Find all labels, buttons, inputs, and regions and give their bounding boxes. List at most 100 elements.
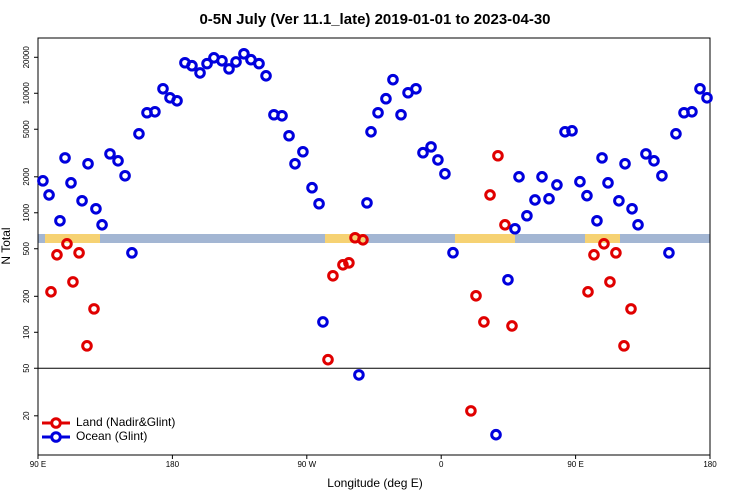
point bbox=[410, 82, 422, 95]
point bbox=[313, 197, 325, 210]
point bbox=[343, 257, 355, 269]
point bbox=[171, 94, 183, 107]
point bbox=[598, 237, 610, 250]
y-tick-label: 10000 bbox=[22, 82, 31, 105]
point bbox=[432, 154, 444, 166]
point bbox=[322, 353, 334, 366]
point bbox=[260, 69, 272, 82]
point bbox=[81, 340, 93, 352]
point bbox=[82, 157, 94, 170]
point bbox=[465, 405, 477, 417]
point bbox=[543, 192, 555, 205]
point bbox=[506, 320, 518, 332]
point bbox=[610, 247, 622, 259]
y-tick-label: 20 bbox=[22, 411, 31, 420]
point bbox=[88, 303, 100, 315]
point bbox=[61, 237, 73, 250]
point bbox=[425, 141, 437, 153]
point bbox=[112, 155, 124, 167]
point bbox=[65, 177, 77, 189]
point bbox=[186, 59, 198, 72]
x-tick-label: 90 E bbox=[30, 460, 46, 469]
x-tick-label: 180 bbox=[166, 460, 180, 469]
point bbox=[51, 248, 63, 261]
point bbox=[365, 125, 377, 138]
point bbox=[67, 276, 79, 288]
x-tick-label: 90 W bbox=[297, 460, 316, 469]
point bbox=[306, 181, 318, 194]
point bbox=[133, 127, 145, 140]
point bbox=[619, 157, 631, 170]
legend-marker bbox=[50, 417, 62, 429]
point bbox=[43, 189, 55, 201]
point bbox=[54, 214, 66, 227]
point bbox=[337, 258, 349, 271]
point bbox=[126, 247, 138, 259]
point bbox=[372, 106, 384, 119]
point bbox=[96, 219, 108, 231]
point bbox=[602, 177, 614, 189]
point bbox=[670, 127, 682, 140]
point bbox=[632, 219, 644, 231]
point bbox=[327, 269, 339, 282]
point bbox=[701, 92, 713, 104]
point bbox=[37, 175, 49, 187]
point bbox=[499, 219, 511, 231]
point bbox=[223, 63, 235, 75]
point bbox=[297, 145, 309, 158]
point bbox=[484, 189, 496, 201]
point bbox=[582, 286, 594, 298]
point bbox=[447, 246, 459, 259]
y-tick-label: 20000 bbox=[22, 46, 31, 69]
point bbox=[663, 247, 675, 259]
point bbox=[59, 152, 71, 164]
point bbox=[45, 286, 57, 298]
point bbox=[90, 202, 102, 215]
point bbox=[478, 316, 490, 328]
point bbox=[596, 152, 608, 164]
point bbox=[625, 303, 637, 315]
point bbox=[104, 148, 116, 160]
point bbox=[387, 73, 399, 86]
x-tick-label: 90 E bbox=[567, 460, 583, 469]
point bbox=[439, 167, 451, 180]
point bbox=[216, 54, 228, 67]
point bbox=[283, 129, 295, 142]
point bbox=[529, 194, 541, 206]
point bbox=[581, 189, 593, 202]
point bbox=[317, 316, 329, 328]
y-tick-label: 1000 bbox=[22, 203, 31, 221]
x-tick-label: 180 bbox=[703, 460, 717, 469]
point bbox=[417, 146, 429, 159]
point bbox=[502, 273, 514, 286]
point bbox=[76, 194, 88, 207]
y-axis-label: N Total bbox=[0, 227, 13, 264]
point bbox=[536, 170, 548, 183]
point bbox=[521, 209, 533, 222]
point bbox=[238, 47, 250, 60]
point bbox=[289, 157, 301, 170]
point bbox=[276, 109, 288, 122]
point bbox=[513, 170, 525, 183]
point bbox=[353, 369, 365, 381]
y-tick-label: 5000 bbox=[22, 120, 31, 138]
point bbox=[149, 105, 161, 118]
point bbox=[361, 197, 373, 209]
x-axis-label: Longitude (deg E) bbox=[327, 476, 422, 490]
y-tick-label: 50 bbox=[22, 363, 31, 372]
y-tick-label: 100 bbox=[22, 325, 31, 339]
point bbox=[656, 169, 668, 182]
point bbox=[574, 175, 586, 188]
chart-title: 0-5N July (Ver 11.1_late) 2019-01-01 to … bbox=[199, 11, 550, 28]
point bbox=[470, 289, 482, 302]
point bbox=[380, 92, 392, 105]
point bbox=[686, 105, 698, 118]
point bbox=[618, 340, 630, 352]
point bbox=[588, 248, 600, 261]
point bbox=[230, 56, 242, 68]
point bbox=[640, 148, 652, 160]
x-tick-label: 0 bbox=[439, 460, 444, 469]
point bbox=[253, 57, 265, 70]
point bbox=[157, 82, 169, 95]
